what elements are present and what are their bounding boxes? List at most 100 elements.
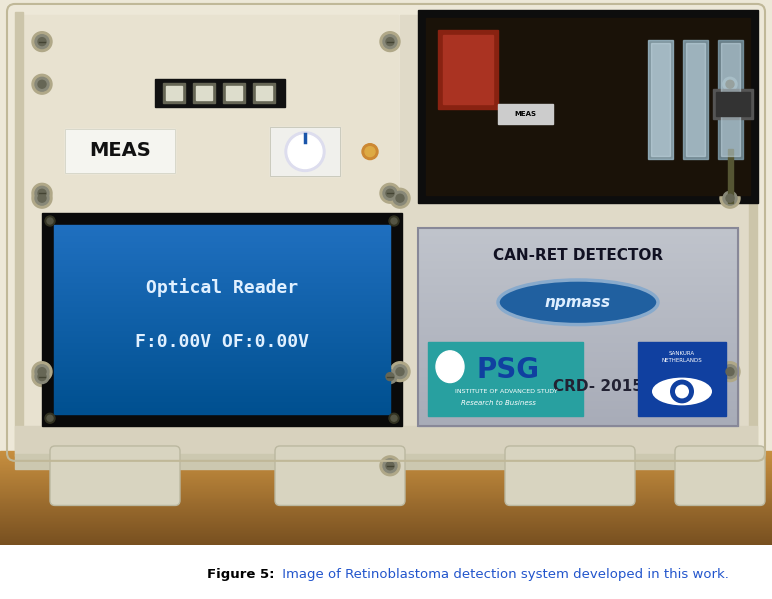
Bar (418, 322, 738, 323)
Bar (400, 15, 755, 451)
Bar (54, 355, 390, 356)
Bar (418, 243, 738, 244)
Bar (418, 288, 738, 289)
Bar (418, 363, 738, 364)
Bar (418, 311, 738, 312)
Bar (418, 297, 738, 298)
Bar (54, 308, 390, 309)
Bar (54, 289, 390, 291)
Bar (54, 252, 390, 253)
Ellipse shape (498, 280, 658, 325)
Bar (163, 83, 185, 103)
Bar (418, 238, 738, 239)
Bar (54, 254, 390, 255)
Bar (54, 329, 390, 330)
Bar (54, 259, 390, 261)
Bar (418, 283, 738, 285)
Circle shape (723, 77, 737, 91)
Bar (166, 86, 182, 100)
Bar (418, 358, 738, 359)
Bar (418, 292, 738, 294)
Bar (54, 320, 390, 321)
Bar (54, 314, 390, 315)
Bar (54, 256, 390, 257)
Bar (54, 300, 390, 301)
Bar (54, 227, 390, 228)
Bar (54, 342, 390, 343)
Bar (54, 337, 390, 338)
Bar (0, 457, 772, 458)
Bar (0, 533, 772, 534)
Bar (54, 359, 390, 360)
Bar (443, 35, 493, 104)
Bar (418, 398, 738, 400)
Bar (54, 331, 390, 332)
Bar (418, 421, 738, 422)
Bar (54, 366, 390, 367)
Bar (418, 232, 738, 233)
Bar (54, 262, 390, 264)
Bar (0, 528, 772, 530)
Bar (54, 386, 390, 388)
Bar (54, 336, 390, 337)
Bar (418, 306, 738, 307)
Bar (54, 388, 390, 389)
Bar (54, 273, 390, 274)
Bar (54, 292, 390, 294)
Bar (418, 344, 738, 345)
Bar (418, 234, 738, 235)
Ellipse shape (652, 377, 712, 406)
Bar (418, 237, 738, 238)
Bar (42, 213, 402, 426)
Bar (0, 459, 772, 460)
FancyBboxPatch shape (275, 446, 405, 506)
Bar (418, 271, 738, 273)
Bar (713, 89, 753, 119)
Bar (418, 425, 738, 426)
Bar (54, 345, 390, 346)
Bar (54, 321, 390, 322)
Bar (54, 327, 390, 328)
Bar (0, 524, 772, 525)
Bar (418, 241, 738, 242)
Bar (15, 426, 757, 456)
Bar (54, 240, 390, 241)
Bar (0, 543, 772, 544)
Bar (54, 225, 390, 226)
Circle shape (393, 365, 407, 379)
Bar (54, 288, 390, 289)
Bar (721, 43, 740, 156)
Bar (54, 270, 390, 271)
Bar (0, 538, 772, 539)
Bar (418, 346, 738, 347)
Bar (54, 319, 390, 320)
Bar (418, 246, 738, 247)
Bar (0, 516, 772, 518)
Circle shape (365, 147, 375, 156)
Bar (54, 377, 390, 379)
Bar (498, 104, 553, 124)
Bar (0, 485, 772, 486)
Bar (0, 515, 772, 516)
Bar (418, 248, 738, 249)
Bar (54, 313, 390, 314)
Bar (54, 328, 390, 329)
Bar (54, 305, 390, 306)
Bar (18, 15, 398, 451)
Bar (54, 235, 390, 236)
Bar (638, 342, 726, 416)
Bar (418, 357, 738, 358)
Circle shape (32, 32, 52, 52)
Bar (0, 451, 772, 452)
Bar (54, 291, 390, 292)
Bar (54, 255, 390, 256)
Bar (223, 83, 245, 103)
Bar (418, 368, 738, 370)
Bar (0, 512, 772, 513)
Bar (54, 236, 390, 237)
Bar (418, 376, 738, 377)
Bar (418, 345, 738, 346)
Bar (54, 347, 390, 348)
Bar (0, 452, 772, 453)
Bar (418, 231, 738, 232)
